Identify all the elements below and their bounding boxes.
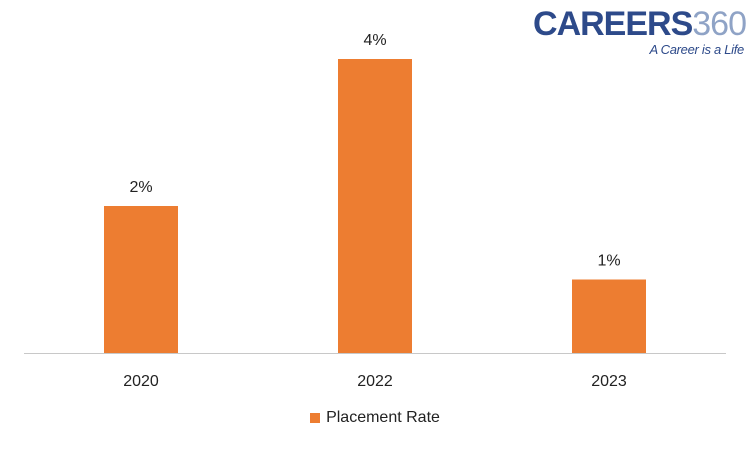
legend-item-placement-rate: Placement Rate — [310, 409, 440, 427]
x-tick-label-2022: 2022 — [357, 373, 393, 390]
legend-label: Placement Rate — [326, 409, 440, 426]
logo-wordmark: CAREERS360 — [533, 4, 747, 44]
careers360-logo: CAREERS360 A Career is a Life — [533, 4, 747, 64]
data-label-2023: 1% — [597, 253, 620, 270]
legend-swatch — [310, 413, 321, 423]
legend: Placement Rate — [0, 409, 750, 428]
logo-brand-number: 360 — [692, 5, 747, 43]
bar-2023 — [572, 279, 646, 353]
bars-group — [104, 59, 646, 353]
bar-2022 — [338, 59, 412, 353]
data-label-2020: 2% — [129, 179, 152, 196]
logo-tagline: A Career is a Life — [649, 42, 744, 57]
data-labels-group: 2% 4% 1% — [129, 32, 620, 270]
logo-brand-word: CAREERS — [533, 5, 693, 43]
x-tick-label-2023: 2023 — [591, 373, 627, 390]
x-tick-labels-group: 2020 2022 2023 — [123, 373, 627, 390]
data-label-2022: 4% — [363, 32, 386, 49]
bar-2020 — [104, 206, 178, 353]
x-tick-label-2020: 2020 — [123, 373, 159, 390]
